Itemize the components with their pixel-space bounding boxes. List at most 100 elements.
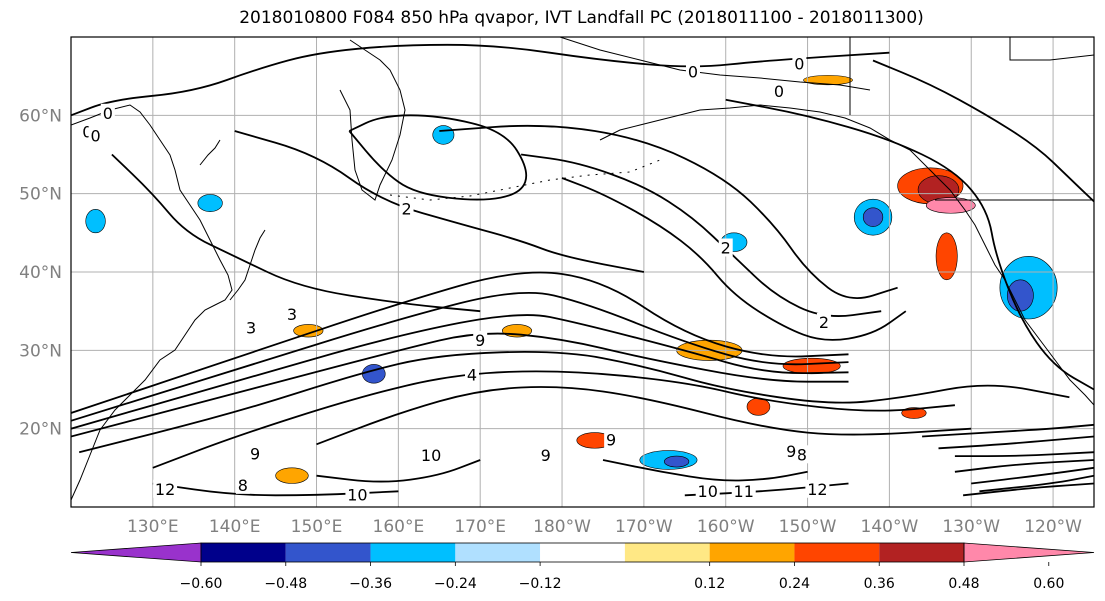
contour-label-bg [419,446,444,465]
contour-label-bg [235,475,250,494]
ivt-contour [979,474,1094,493]
qvapor-fill-region [782,357,841,375]
contour-label: 9 [475,331,485,350]
colorbar-tick-label: −0.24 [434,576,477,592]
contour-label: 0 [688,62,698,81]
contour-label: 11 [734,482,754,501]
colorbar-segment [540,543,625,562]
ivt-contour [954,459,1094,473]
contour-label-bg [244,318,259,337]
qvapor-fill-region [935,232,958,281]
qvapor-fill-region [746,397,771,416]
contour-label: 9 [541,446,551,465]
map-frame [70,36,1095,508]
contour-label-bg [88,126,103,145]
contour-label-bg [248,444,263,463]
qvapor-fill-region [85,209,106,234]
contour-label-bg [718,238,733,257]
contour-label: 0 [103,104,113,123]
ivt-contour [954,451,1094,457]
contour-label: 10 [421,446,441,465]
contour-label-bg [792,54,807,73]
longitude-label: 130°E [127,517,179,537]
contour-label: 12 [807,480,827,499]
ivt-contour [316,459,481,483]
colorbar-tick-label: 0.48 [948,576,979,592]
ivt-contour [520,153,882,317]
contour-label-bg [465,365,480,384]
ivt-contour [71,271,849,414]
ivt-contour [71,314,849,430]
latitude-labels: 20°N 30°N 40°N 50°N 60°N [19,106,62,439]
ivt-contour [111,153,481,313]
longitude-labels: 130°E 140°E 150°E 160°E 170°E 180°W 170°W 160°W… [127,517,1082,537]
ivt-contour [602,459,808,482]
colorbar-segment [879,543,964,562]
border-canada [849,37,1094,201]
ivt-contour-lines [71,43,1094,497]
contour-label-bg [794,445,809,464]
latitude-label: 60°N [19,106,62,126]
contour-label-bg [153,479,178,498]
qvapor-fill-region [803,75,853,86]
qvapor-fill-region [432,125,455,145]
contour-label-bg [538,446,553,465]
contour-label-bg [345,485,370,504]
qvapor-fill-region [275,467,309,484]
ivt-contour [78,351,1070,454]
contour-label-bg [604,430,619,449]
ivt-contour [684,482,849,497]
ivt-contour [71,332,849,438]
contour-label: 8 [797,445,807,464]
contour-label: 9 [786,442,796,461]
figure-title: 2018010800 F084 850 hPa qvapor, IVT Land… [239,8,924,28]
colorbar-tick-label: −0.36 [349,576,392,592]
contour-label-bg [100,103,115,122]
longitude-label: 160°E [373,517,425,537]
contour-label: 8 [238,476,248,495]
colorbar-segment [794,543,880,562]
latitude-label: 50°N [19,185,62,205]
contour-label: 0 [82,123,92,142]
longitude-label: 150°W [779,517,837,537]
colorbar-tick-label: 0.60 [1033,576,1064,592]
longitude-label: 130°W [942,517,1000,537]
colorbar-tick-label: −0.48 [264,576,307,592]
qvapor-fill-region [664,455,690,468]
colorbar-segment [370,543,456,562]
grid-lines [71,37,1094,507]
latitude-label: 40°N [19,263,62,283]
colorbar-extend-high [963,542,1095,563]
ivt-contour [963,482,1094,497]
colorbar-tick-label: −0.60 [180,576,223,592]
contour-label: 9 [606,430,616,449]
ivt-contour [316,386,972,446]
longitude-label: 170°E [454,517,506,537]
colorbar-tick-label: 0.36 [864,576,895,592]
contour-label-bg [685,62,700,81]
ivt-contour [439,124,898,299]
ivt-contour [725,98,1094,391]
colorbar-segment [201,543,286,562]
contour-label: 0 [794,54,804,73]
contour-label: 0 [90,126,100,145]
coastline-asia [71,104,233,501]
contour-label: 3 [246,318,256,337]
coastline-japan [199,139,266,301]
contour-label: 10 [698,482,718,501]
ivt-contour [938,435,1094,450]
contour-label: 2 [401,199,411,218]
qvapor-fill-region [862,207,884,227]
colorbar-segment [624,543,710,562]
qvapor-fill-region [293,324,324,338]
qvapor-fill-region [197,194,223,212]
longitude-label: 150°E [291,517,343,537]
contour-label: 2 [721,239,731,258]
contour-label: 10 [347,485,367,504]
longitude-label: 170°W [615,517,673,537]
contour-label: 0 [774,82,784,101]
contour-label: 9 [250,445,260,464]
longitude-label: 120°W [1024,517,1082,537]
